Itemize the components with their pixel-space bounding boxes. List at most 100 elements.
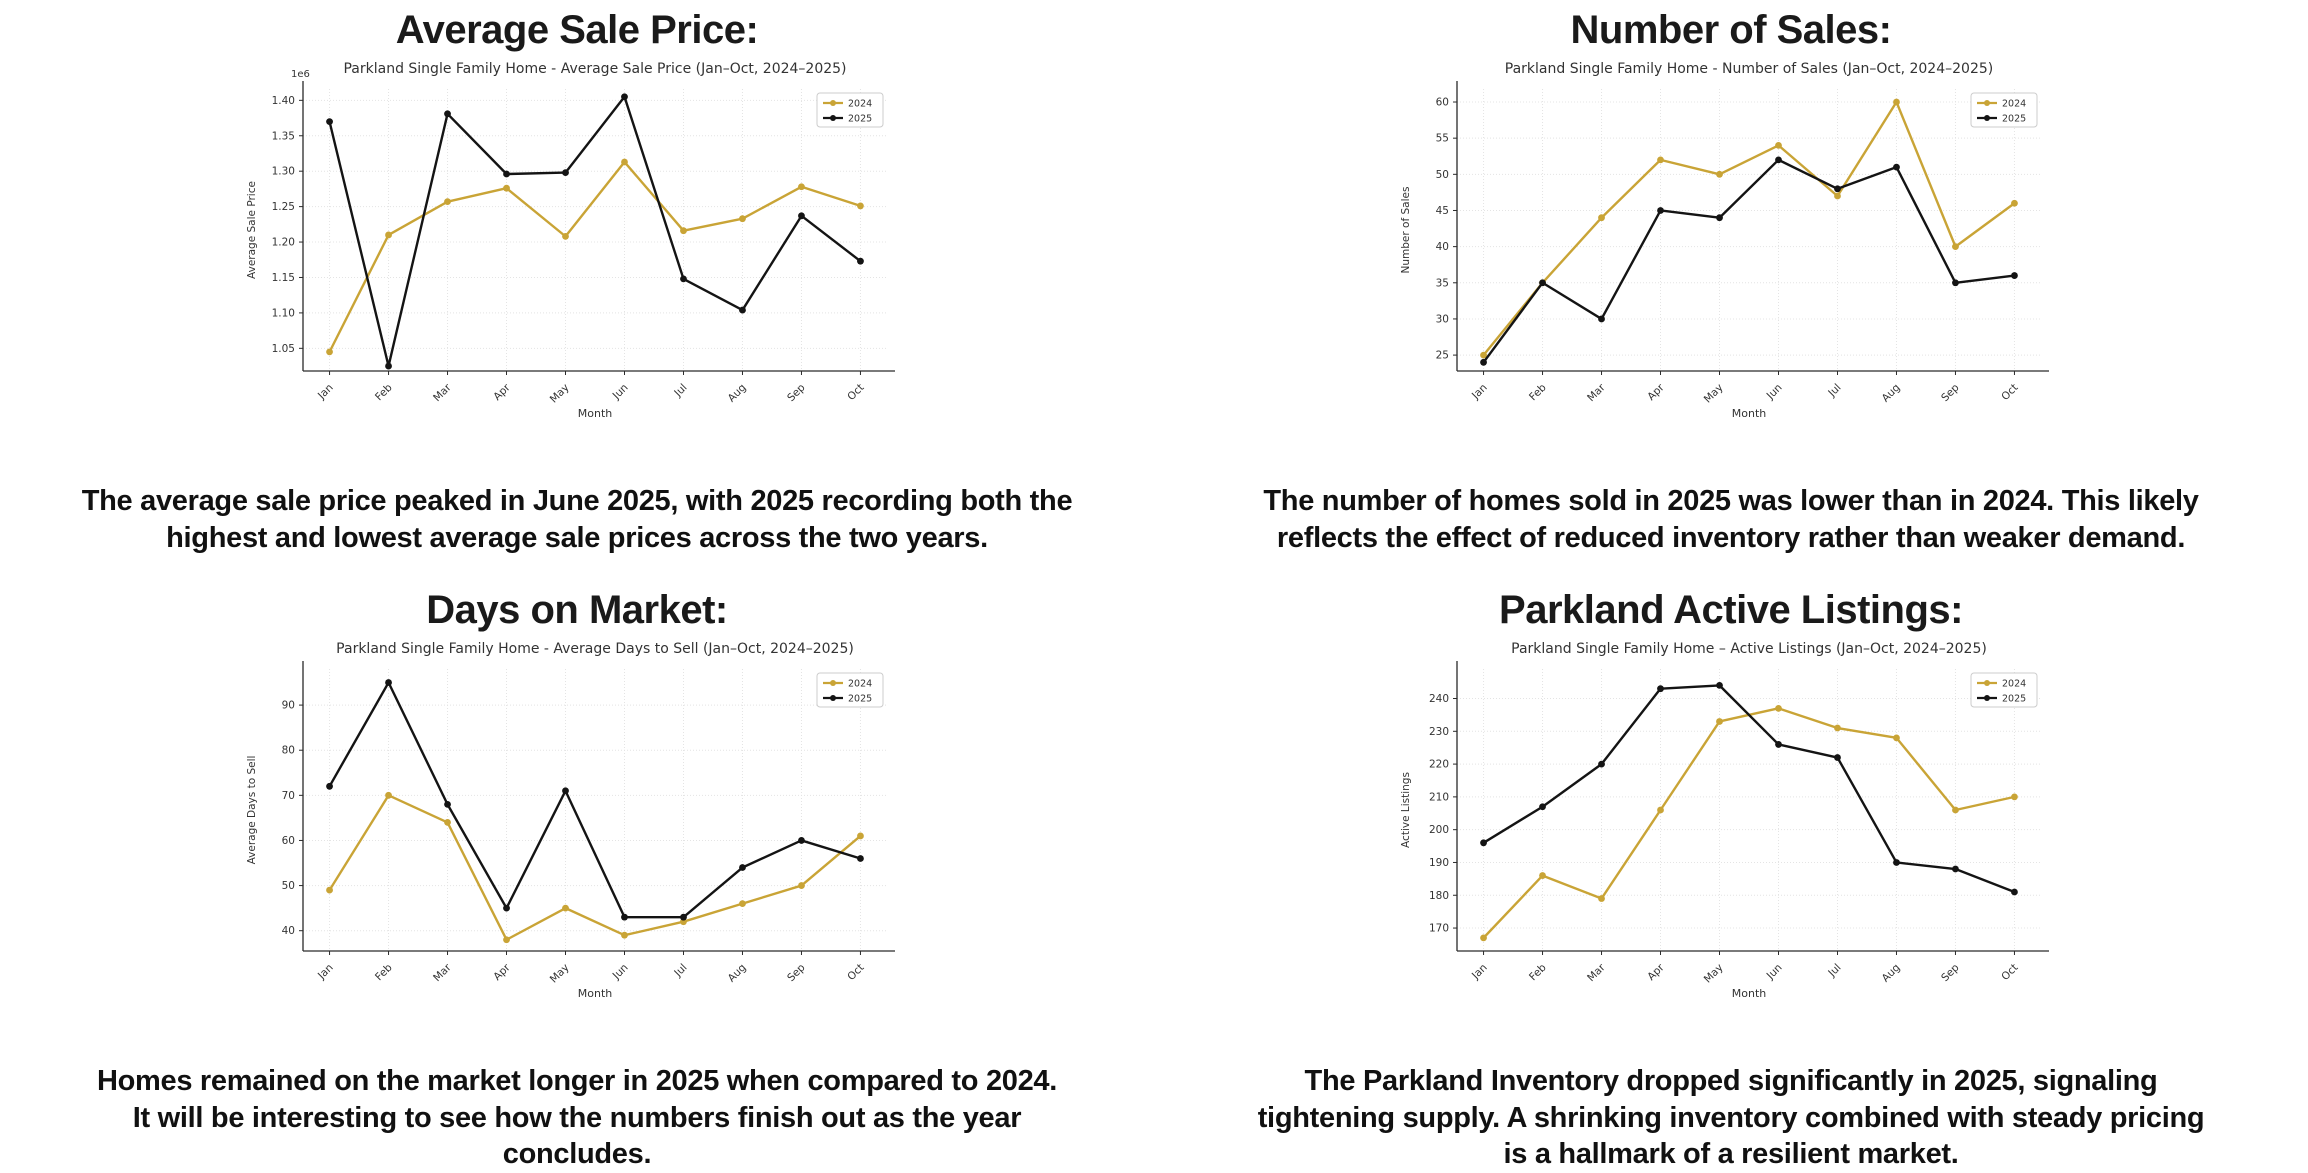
svg-text:Jul: Jul xyxy=(671,962,689,980)
average-sale-price-chart: 1.05 1.10 1.15 1.20 1.25 1.30 1.35 1.40 Jan Feb Ma… xyxy=(246,61,895,420)
svg-text:Mar: Mar xyxy=(431,961,454,984)
svg-text:Jul: Jul xyxy=(1825,962,1843,980)
svg-text:2024: 2024 xyxy=(848,679,872,690)
svg-text:60: 60 xyxy=(282,835,295,847)
svg-text:2025: 2025 xyxy=(848,694,872,705)
section-caption: The number of homes sold in 2025 was low… xyxy=(1263,485,2199,554)
svg-text:Oct: Oct xyxy=(845,962,866,983)
svg-text:Parkland Single Family Home –: Parkland Single Family Home – Active Lis… xyxy=(1511,641,1987,657)
number-of-sales-chart: 25 30 35 40 45 50 55 60 Jan Feb Mar Apr May Jun Jul Aug… xyxy=(1400,61,2049,420)
svg-text:55: 55 xyxy=(1436,133,1449,145)
svg-text:Oct: Oct xyxy=(1999,962,2020,983)
svg-text:Month: Month xyxy=(1732,407,1767,420)
active-listings-chart: 170 180 190 200 210 220 230 240 Jan Feb Mar Apr May J… xyxy=(1400,641,2049,1000)
svg-text:Feb: Feb xyxy=(1527,961,1549,983)
svg-text:70: 70 xyxy=(282,790,295,802)
svg-text:May: May xyxy=(548,962,572,986)
svg-text:Jan: Jan xyxy=(315,962,336,983)
svg-text:80: 80 xyxy=(282,745,295,757)
section-caption: The Parkland Inventory dropped significa… xyxy=(1257,1065,2205,1171)
svg-text:2025: 2025 xyxy=(2002,114,2026,125)
svg-text:35: 35 xyxy=(1436,277,1449,289)
svg-text:Feb: Feb xyxy=(373,961,395,983)
section-header: Parkland Active Listings: xyxy=(1499,588,1963,632)
svg-text:Jun: Jun xyxy=(1764,962,1785,983)
section-average-sale-price: Average Sale Price: 1.05 1.10 1.15 1.20 1.25… xyxy=(0,0,1154,580)
svg-text:Average Days to Sell: Average Days to Sell xyxy=(246,756,258,865)
svg-text:Aug: Aug xyxy=(1880,382,1903,405)
svg-text:180: 180 xyxy=(1429,890,1449,902)
svg-text:Jun: Jun xyxy=(1764,382,1785,403)
svg-text:Average Sale Price: Average Sale Price xyxy=(246,181,258,279)
svg-text:45: 45 xyxy=(1436,205,1449,217)
svg-text:Jun: Jun xyxy=(610,962,631,983)
svg-text:May: May xyxy=(1702,382,1726,406)
svg-text:Jul: Jul xyxy=(671,382,689,400)
svg-text:Aug: Aug xyxy=(726,962,749,985)
svg-text:40: 40 xyxy=(1436,241,1449,253)
svg-text:90: 90 xyxy=(282,700,295,712)
svg-text:230: 230 xyxy=(1429,726,1449,738)
svg-text:60: 60 xyxy=(1436,97,1449,109)
svg-text:1.20: 1.20 xyxy=(272,237,295,249)
svg-text:1e6: 1e6 xyxy=(291,69,310,80)
svg-text:2024: 2024 xyxy=(848,99,872,110)
svg-text:50: 50 xyxy=(1436,169,1449,181)
svg-text:Feb: Feb xyxy=(373,381,395,403)
section-caption: Homes remained on the market longer in 2… xyxy=(96,1065,1058,1171)
svg-text:1.05: 1.05 xyxy=(272,343,295,355)
svg-text:Jun: Jun xyxy=(610,382,631,403)
svg-text:190: 190 xyxy=(1429,857,1449,869)
svg-text:May: May xyxy=(1702,962,1726,986)
svg-text:30: 30 xyxy=(1436,313,1449,325)
section-header: Average Sale Price: xyxy=(395,8,759,52)
svg-text:1.35: 1.35 xyxy=(272,130,295,142)
svg-text:Month: Month xyxy=(578,407,613,420)
svg-text:1.40: 1.40 xyxy=(272,95,295,107)
svg-text:Mar: Mar xyxy=(431,381,454,404)
section-caption: The average sale price peaked in June 20… xyxy=(81,485,1073,554)
svg-text:2025: 2025 xyxy=(2002,694,2026,705)
svg-text:Jan: Jan xyxy=(1469,962,1490,983)
svg-text:1.15: 1.15 xyxy=(272,272,295,284)
svg-text:Aug: Aug xyxy=(1880,962,1903,985)
section-days-on-market: Days on Market: 40 50 60 70 80 90 Jan Feb Mar Apr… xyxy=(0,580,1154,1170)
svg-text:2024: 2024 xyxy=(2002,99,2026,110)
svg-text:Sep: Sep xyxy=(1939,961,1962,984)
svg-text:210: 210 xyxy=(1429,791,1449,803)
svg-text:Feb: Feb xyxy=(1527,381,1549,403)
svg-text:Month: Month xyxy=(1732,987,1767,1000)
svg-text:Mar: Mar xyxy=(1585,381,1608,404)
section-number-of-sales: Number of Sales: 25 30 35 40 45 50 55 60 Jan Feb M… xyxy=(1154,0,2308,580)
svg-text:Sep: Sep xyxy=(785,961,808,984)
svg-text:Apr: Apr xyxy=(491,961,513,983)
svg-text:Apr: Apr xyxy=(491,381,513,403)
svg-text:2025: 2025 xyxy=(848,114,872,125)
svg-text:Jan: Jan xyxy=(1469,382,1490,403)
svg-text:40: 40 xyxy=(282,925,295,937)
svg-text:Active Listings: Active Listings xyxy=(1400,772,1412,848)
section-header: Days on Market: xyxy=(426,588,728,632)
svg-text:Number of Sales: Number of Sales xyxy=(1400,187,1412,274)
svg-text:Parkland Single Family Home -: Parkland Single Family Home - Average Da… xyxy=(336,641,854,657)
svg-text:Mar: Mar xyxy=(1585,961,1608,984)
svg-text:May: May xyxy=(548,382,572,406)
svg-text:Apr: Apr xyxy=(1645,961,1667,983)
svg-text:Parkland Single Family Home -: Parkland Single Family Home - Number of … xyxy=(1505,61,1993,77)
svg-text:1.25: 1.25 xyxy=(272,201,295,213)
svg-text:240: 240 xyxy=(1429,693,1449,705)
svg-text:200: 200 xyxy=(1429,824,1449,836)
svg-text:170: 170 xyxy=(1429,923,1449,935)
svg-text:1.10: 1.10 xyxy=(272,307,295,319)
svg-text:25: 25 xyxy=(1436,350,1449,362)
svg-text:50: 50 xyxy=(282,880,295,892)
svg-text:Sep: Sep xyxy=(1939,381,1962,404)
svg-text:Oct: Oct xyxy=(845,382,866,403)
svg-text:Apr: Apr xyxy=(1645,381,1667,403)
section-active-listings: Parkland Active Listings: 170 180 190 200 21… xyxy=(1154,580,2308,1170)
svg-text:Month: Month xyxy=(578,987,613,1000)
days-on-market-chart: 40 50 60 70 80 90 Jan Feb Mar Apr May Jun Jul Aug Sep O… xyxy=(246,641,895,1000)
section-header: Number of Sales: xyxy=(1570,8,1892,52)
svg-text:Jul: Jul xyxy=(1825,382,1843,400)
